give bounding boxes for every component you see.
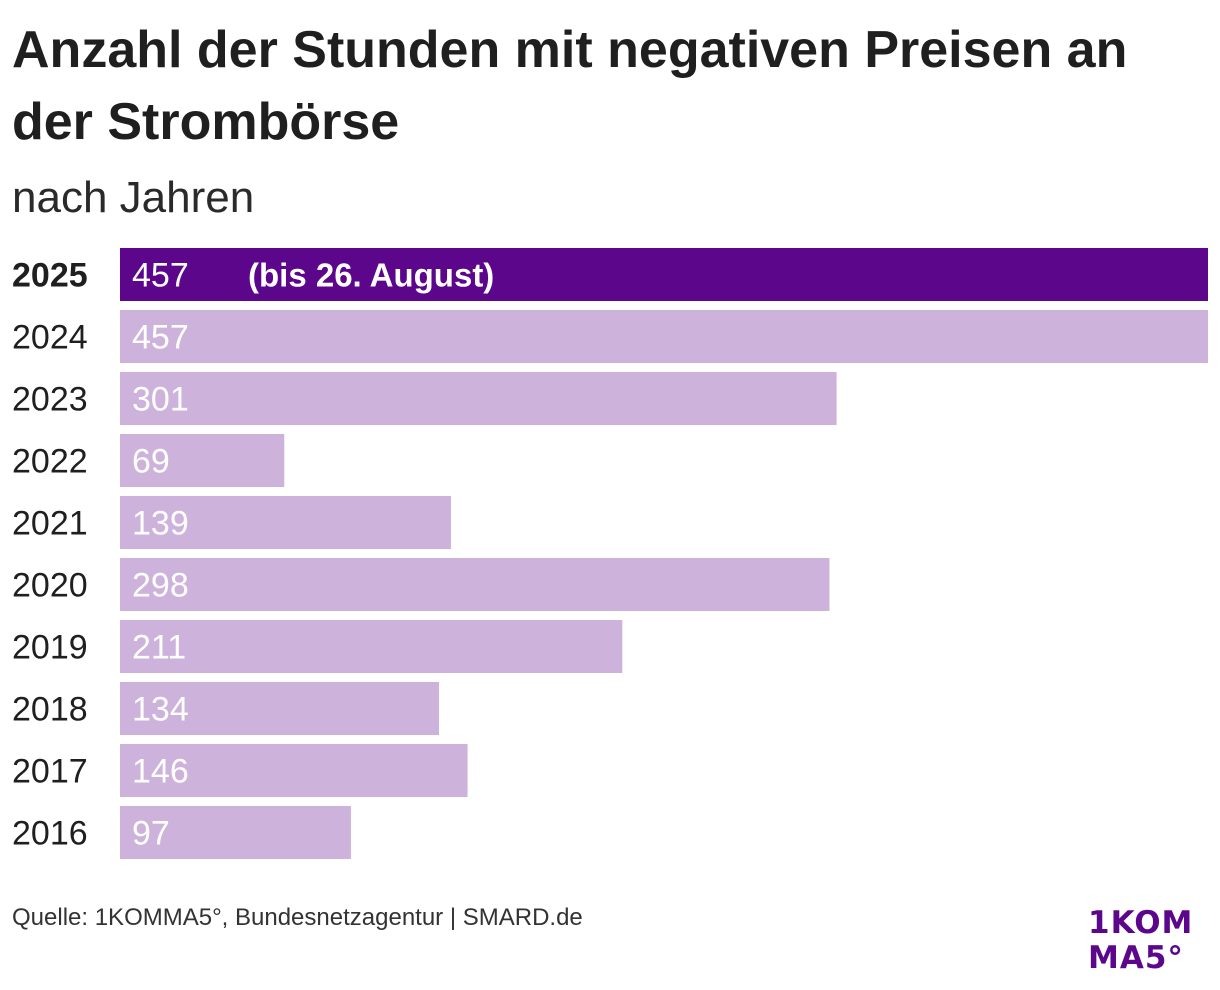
bar-row-2020: 2020 298 [12,558,830,611]
brand-logo: 1KOM MA5° [1088,906,1208,976]
value-label-2017: 146 [132,753,189,791]
bar-2020 [120,558,830,611]
bar-annotation-2025: (bis 26. August) [248,257,494,294]
value-label-2016: 97 [132,815,170,853]
bar-2018 [120,682,440,735]
bar-row-2021: 2021 139 [12,496,451,549]
chart-title: Anzahl der Stunden mit negativen Preisen… [12,21,1128,151]
bar-2021 [120,496,451,549]
category-label-2024: 2024 [12,319,88,357]
value-label-2022: 69 [132,443,170,481]
logo-line-2: MA5° [1088,940,1184,976]
bar-2017 [120,744,468,797]
bar-2022 [120,434,285,487]
category-label-2018: 2018 [12,691,88,729]
category-label-2025: 2025 [12,257,88,295]
bar-row-2018: 2018 134 [12,682,440,735]
bar-2023 [120,372,837,425]
value-label-2019: 211 [132,629,186,667]
bar-2024 [120,310,1208,363]
category-label-2021: 2021 [12,505,88,543]
bar-row-2016: 2016 97 [12,806,351,859]
chart-subtitle: nach Jahren [12,173,255,222]
value-label-2020: 298 [132,567,189,605]
category-label-2017: 2017 [12,753,88,791]
bar-2025 [120,248,1208,301]
category-label-2022: 2022 [12,443,88,481]
value-label-2018: 134 [132,691,189,729]
logo-line-1: 1KOM [1088,905,1194,941]
value-label-2023: 301 [132,381,189,419]
value-label-2025: 457 [132,257,189,295]
bar-2016 [120,806,351,859]
value-label-2021: 139 [132,505,189,543]
bar-row-2024: 2024 457 [12,310,1208,363]
bar-row-2025: 2025 457 (bis 26. August) [12,248,1208,301]
bar-row-2017: 2017 146 [12,744,468,797]
bar-row-2019: 2019 211 [12,620,623,673]
value-label-2024: 457 [132,319,189,357]
category-label-2023: 2023 [12,381,88,419]
bar-row-2023: 2023 301 [12,372,837,425]
category-label-2019: 2019 [12,629,88,667]
bar-row-2022: 2022 69 [12,434,285,487]
category-label-2016: 2016 [12,815,88,853]
category-label-2020: 2020 [12,567,88,605]
bar-2019 [120,620,623,673]
source-note: Quelle: 1KOMMA5°, Bundesnetzagentur | SM… [12,904,583,931]
